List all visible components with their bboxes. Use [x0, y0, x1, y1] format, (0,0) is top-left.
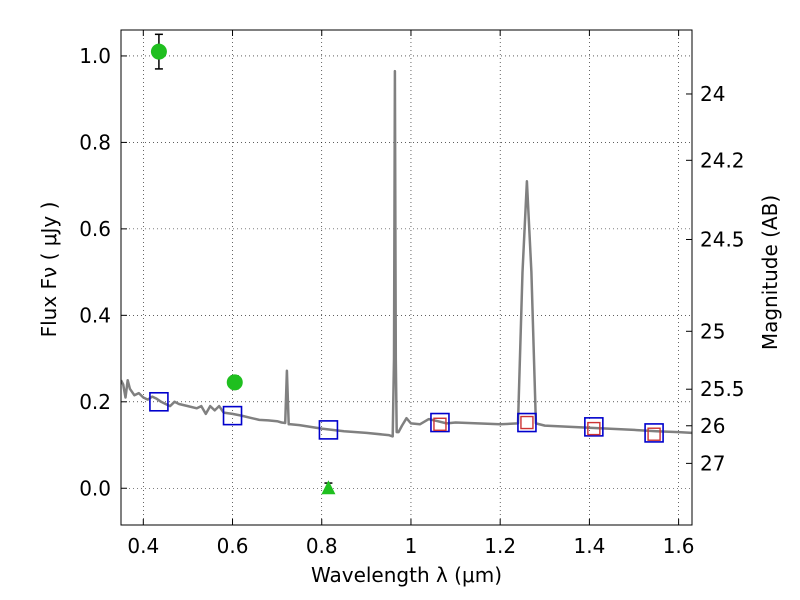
x-tick-label: 0.4 — [127, 534, 159, 558]
y2-tick-label: 27 — [700, 451, 725, 475]
axis-ticks: 0.4 0.6 0.8 1 1.2 1.4 1.6 0.0 0.2 0.4 0.6 0.8 1.0 24 2… — [79, 30, 745, 558]
y2-tick-label: 25.5 — [700, 377, 745, 401]
model-photometry-square — [222, 405, 243, 426]
x-tick-label: 0.8 — [306, 534, 338, 558]
observed-photometry-square — [520, 415, 534, 430]
y2-tick-label: 25 — [700, 319, 725, 343]
upper-limit-triangle — [321, 480, 336, 495]
y2-tick-label: 24.2 — [700, 148, 745, 172]
y-tick-label: 0.4 — [79, 303, 111, 327]
y-axis-label: Flux Fν ( μJy ) — [37, 202, 61, 338]
x-tick-label: 1.6 — [663, 534, 695, 558]
y2-tick-label: 24 — [700, 82, 725, 106]
y-tick-label: 1.0 — [79, 44, 111, 68]
y-tick-label: 0.0 — [79, 476, 111, 500]
model-photometry-square — [430, 412, 450, 433]
observed-photometry-point — [150, 43, 167, 60]
grid — [121, 30, 692, 525]
photometry-markers — [149, 33, 664, 495]
y2-tick-label: 26 — [700, 414, 725, 438]
spectrum-line — [121, 69, 692, 438]
y2-axis-label: Magnitude (AB) — [758, 195, 782, 350]
y2-tick-label: 24.5 — [700, 227, 745, 251]
spectrum-series — [121, 69, 692, 438]
y-tick-label: 0.2 — [79, 390, 111, 414]
model-photometry-square — [584, 417, 604, 437]
observed-photometry-square — [433, 417, 447, 431]
y-tick-label: 0.6 — [79, 217, 111, 241]
model-photometry-square — [644, 423, 664, 443]
x-tick-label: 0.6 — [217, 534, 249, 558]
observed-photometry-square — [587, 421, 601, 436]
observed-photometry-square — [647, 427, 661, 441]
model-photometry-square — [517, 412, 537, 433]
observed-photometry-point — [226, 374, 243, 391]
x-tick-label: 1.4 — [573, 534, 605, 558]
model-photometry-square — [149, 391, 169, 412]
model-photometry-square — [318, 420, 339, 440]
y-tick-label: 0.8 — [79, 130, 111, 154]
x-tick-label: 1 — [405, 534, 418, 558]
x-tick-label: 1.2 — [484, 534, 516, 558]
x-axis-label: Wavelength λ (μm) — [311, 563, 502, 587]
plot-frame — [120, 29, 693, 526]
